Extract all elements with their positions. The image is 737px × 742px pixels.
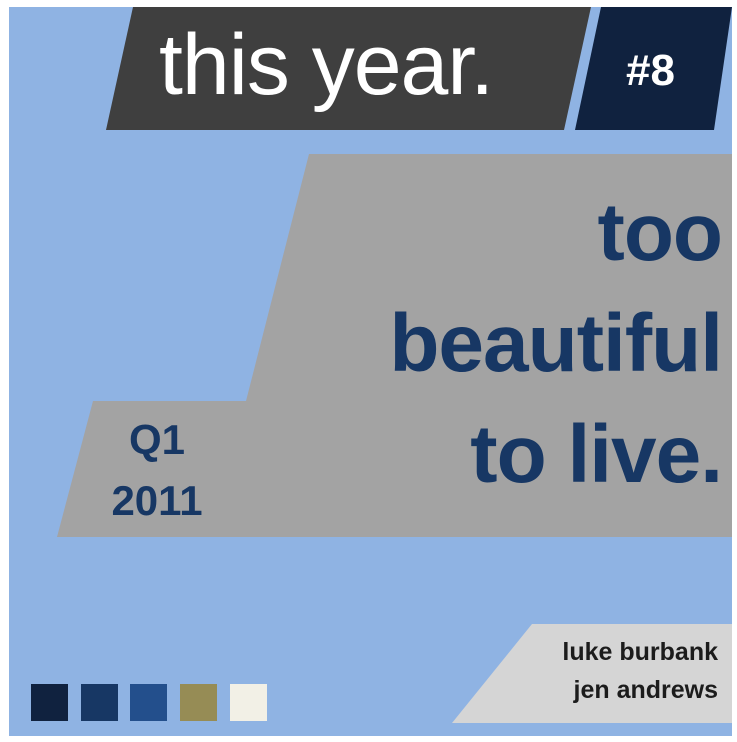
period-year: 2011 — [111, 477, 203, 524]
credit-name: jen andrews — [573, 676, 719, 704]
header-title: this year. — [159, 17, 494, 113]
main-panel-shape — [57, 154, 732, 537]
header-number: #8 — [626, 46, 675, 95]
color-swatch — [180, 684, 217, 721]
color-swatch — [230, 684, 267, 721]
color-swatch — [81, 684, 118, 721]
album-cover: this year. #8 too beautiful to live. Q1 … — [9, 7, 732, 736]
number-bar-shape — [575, 7, 732, 130]
main-title-line: to live. — [470, 409, 723, 500]
period-quarter: Q1 — [128, 416, 186, 463]
credits-panel-shape — [452, 624, 732, 723]
cover-shapes — [57, 7, 732, 723]
title-bar-shape — [106, 7, 591, 130]
credit-name: luke burbank — [562, 638, 718, 666]
color-swatch — [130, 684, 167, 721]
main-title-line: too — [597, 187, 723, 278]
color-swatch — [31, 684, 68, 721]
main-title-line: beautiful — [389, 298, 723, 389]
